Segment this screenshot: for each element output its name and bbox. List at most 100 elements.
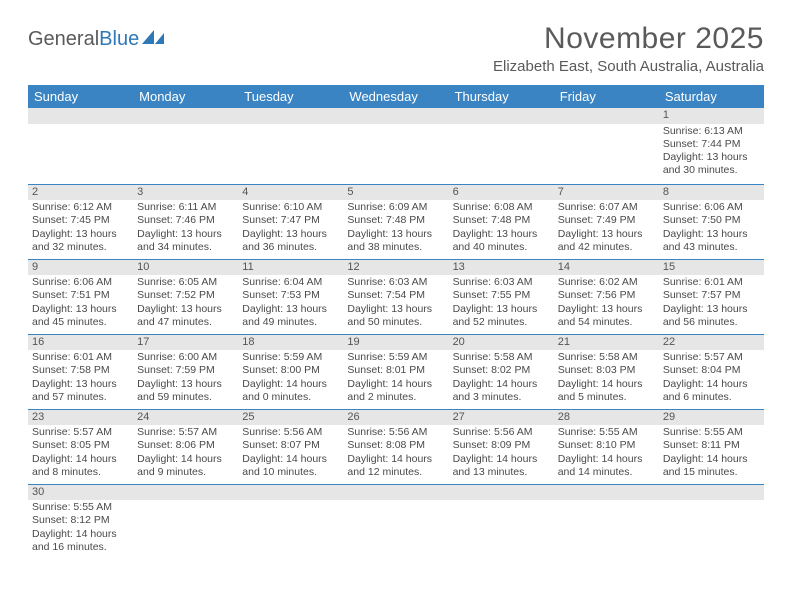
calendar-cell: 21Sunrise: 5:58 AMSunset: 8:03 PMDayligh… — [554, 334, 659, 409]
calendar-row: 23Sunrise: 5:57 AMSunset: 8:05 PMDayligh… — [28, 409, 764, 484]
calendar-cell: 15Sunrise: 6:01 AMSunset: 7:57 PMDayligh… — [659, 259, 764, 334]
day-body: Sunrise: 5:55 AMSunset: 8:10 PMDaylight:… — [554, 425, 659, 482]
day-number-empty — [554, 108, 659, 124]
day-number: 19 — [343, 335, 448, 351]
day-number: 27 — [449, 410, 554, 426]
calendar-cell: 19Sunrise: 5:59 AMSunset: 8:01 PMDayligh… — [343, 334, 448, 409]
day-number: 23 — [28, 410, 133, 426]
weekday-header: Friday — [554, 85, 659, 108]
day-body: Sunrise: 5:56 AMSunset: 8:09 PMDaylight:… — [449, 425, 554, 482]
page-header: GeneralBlue November 2025 Elizabeth East… — [28, 22, 764, 75]
calendar-cell: 27Sunrise: 5:56 AMSunset: 8:09 PMDayligh… — [449, 409, 554, 484]
day-body: Sunrise: 6:04 AMSunset: 7:53 PMDaylight:… — [238, 275, 343, 332]
calendar-cell: 1Sunrise: 6:13 AMSunset: 7:44 PMDaylight… — [659, 108, 764, 184]
day-number: 6 — [449, 185, 554, 201]
day-number: 2 — [28, 185, 133, 201]
day-number: 26 — [343, 410, 448, 426]
day-body: Sunrise: 6:09 AMSunset: 7:48 PMDaylight:… — [343, 200, 448, 257]
day-number: 4 — [238, 185, 343, 201]
weekday-header: Tuesday — [238, 85, 343, 108]
calendar-cell: 10Sunrise: 6:05 AMSunset: 7:52 PMDayligh… — [133, 259, 238, 334]
calendar-cell — [659, 484, 764, 559]
calendar-row: 1Sunrise: 6:13 AMSunset: 7:44 PMDaylight… — [28, 108, 764, 184]
day-body: Sunrise: 6:01 AMSunset: 7:57 PMDaylight:… — [659, 275, 764, 332]
day-body: Sunrise: 5:55 AMSunset: 8:12 PMDaylight:… — [28, 500, 133, 557]
calendar-row: 16Sunrise: 6:01 AMSunset: 7:58 PMDayligh… — [28, 334, 764, 409]
calendar-cell: 7Sunrise: 6:07 AMSunset: 7:49 PMDaylight… — [554, 184, 659, 259]
day-body: Sunrise: 5:58 AMSunset: 8:02 PMDaylight:… — [449, 350, 554, 407]
day-number: 10 — [133, 260, 238, 276]
calendar-cell: 22Sunrise: 5:57 AMSunset: 8:04 PMDayligh… — [659, 334, 764, 409]
day-number: 28 — [554, 410, 659, 426]
calendar-row: 2Sunrise: 6:12 AMSunset: 7:45 PMDaylight… — [28, 184, 764, 259]
day-number-empty — [449, 108, 554, 124]
day-body: Sunrise: 6:03 AMSunset: 7:55 PMDaylight:… — [449, 275, 554, 332]
title-block: November 2025 Elizabeth East, South Aust… — [493, 22, 764, 75]
calendar-cell — [449, 484, 554, 559]
calendar-cell: 20Sunrise: 5:58 AMSunset: 8:02 PMDayligh… — [449, 334, 554, 409]
calendar-cell — [133, 484, 238, 559]
day-number: 8 — [659, 185, 764, 201]
calendar-cell: 6Sunrise: 6:08 AMSunset: 7:48 PMDaylight… — [449, 184, 554, 259]
day-body: Sunrise: 5:56 AMSunset: 8:08 PMDaylight:… — [343, 425, 448, 482]
day-number: 18 — [238, 335, 343, 351]
day-number: 12 — [343, 260, 448, 276]
day-body: Sunrise: 6:00 AMSunset: 7:59 PMDaylight:… — [133, 350, 238, 407]
day-number: 21 — [554, 335, 659, 351]
day-number: 5 — [343, 185, 448, 201]
day-number: 7 — [554, 185, 659, 201]
logo-sail-icon — [142, 30, 164, 44]
calendar-header-row: SundayMondayTuesdayWednesdayThursdayFrid… — [28, 85, 764, 108]
calendar-cell: 14Sunrise: 6:02 AMSunset: 7:56 PMDayligh… — [554, 259, 659, 334]
calendar-table: SundayMondayTuesdayWednesdayThursdayFrid… — [28, 85, 764, 559]
day-number-empty — [449, 485, 554, 501]
location-text: Elizabeth East, South Australia, Austral… — [493, 58, 764, 75]
calendar-cell: 25Sunrise: 5:56 AMSunset: 8:07 PMDayligh… — [238, 409, 343, 484]
day-number: 24 — [133, 410, 238, 426]
day-body: Sunrise: 5:56 AMSunset: 8:07 PMDaylight:… — [238, 425, 343, 482]
day-body: Sunrise: 6:05 AMSunset: 7:52 PMDaylight:… — [133, 275, 238, 332]
weekday-header: Thursday — [449, 85, 554, 108]
calendar-cell: 8Sunrise: 6:06 AMSunset: 7:50 PMDaylight… — [659, 184, 764, 259]
calendar-cell: 30Sunrise: 5:55 AMSunset: 8:12 PMDayligh… — [28, 484, 133, 559]
day-number-empty — [343, 485, 448, 501]
day-body: Sunrise: 6:02 AMSunset: 7:56 PMDaylight:… — [554, 275, 659, 332]
day-body: Sunrise: 5:57 AMSunset: 8:05 PMDaylight:… — [28, 425, 133, 482]
logo-text-blue: Blue — [99, 28, 139, 51]
day-number-empty — [343, 108, 448, 124]
calendar-cell — [28, 108, 133, 184]
calendar-cell: 2Sunrise: 6:12 AMSunset: 7:45 PMDaylight… — [28, 184, 133, 259]
day-number: 17 — [133, 335, 238, 351]
weekday-header: Sunday — [28, 85, 133, 108]
day-body: Sunrise: 5:57 AMSunset: 8:04 PMDaylight:… — [659, 350, 764, 407]
day-body: Sunrise: 5:59 AMSunset: 8:01 PMDaylight:… — [343, 350, 448, 407]
calendar-cell: 4Sunrise: 6:10 AMSunset: 7:47 PMDaylight… — [238, 184, 343, 259]
calendar-cell — [238, 484, 343, 559]
day-number-empty — [133, 108, 238, 124]
day-body: Sunrise: 5:55 AMSunset: 8:11 PMDaylight:… — [659, 425, 764, 482]
day-body: Sunrise: 6:03 AMSunset: 7:54 PMDaylight:… — [343, 275, 448, 332]
calendar-cell — [554, 108, 659, 184]
day-number-empty — [133, 485, 238, 501]
day-body: Sunrise: 5:58 AMSunset: 8:03 PMDaylight:… — [554, 350, 659, 407]
calendar-cell: 9Sunrise: 6:06 AMSunset: 7:51 PMDaylight… — [28, 259, 133, 334]
day-body: Sunrise: 6:06 AMSunset: 7:50 PMDaylight:… — [659, 200, 764, 257]
calendar-cell: 28Sunrise: 5:55 AMSunset: 8:10 PMDayligh… — [554, 409, 659, 484]
calendar-cell: 13Sunrise: 6:03 AMSunset: 7:55 PMDayligh… — [449, 259, 554, 334]
day-number: 30 — [28, 485, 133, 501]
calendar-cell: 3Sunrise: 6:11 AMSunset: 7:46 PMDaylight… — [133, 184, 238, 259]
day-body: Sunrise: 5:57 AMSunset: 8:06 PMDaylight:… — [133, 425, 238, 482]
day-number: 11 — [238, 260, 343, 276]
weekday-header: Monday — [133, 85, 238, 108]
logo-text-general: General — [28, 28, 99, 51]
day-number: 16 — [28, 335, 133, 351]
calendar-cell — [343, 108, 448, 184]
calendar-cell: 16Sunrise: 6:01 AMSunset: 7:58 PMDayligh… — [28, 334, 133, 409]
day-body: Sunrise: 5:59 AMSunset: 8:00 PMDaylight:… — [238, 350, 343, 407]
day-number: 25 — [238, 410, 343, 426]
day-number: 9 — [28, 260, 133, 276]
day-number: 3 — [133, 185, 238, 201]
logo: GeneralBlue — [28, 28, 164, 51]
calendar-row: 30Sunrise: 5:55 AMSunset: 8:12 PMDayligh… — [28, 484, 764, 559]
calendar-cell: 29Sunrise: 5:55 AMSunset: 8:11 PMDayligh… — [659, 409, 764, 484]
